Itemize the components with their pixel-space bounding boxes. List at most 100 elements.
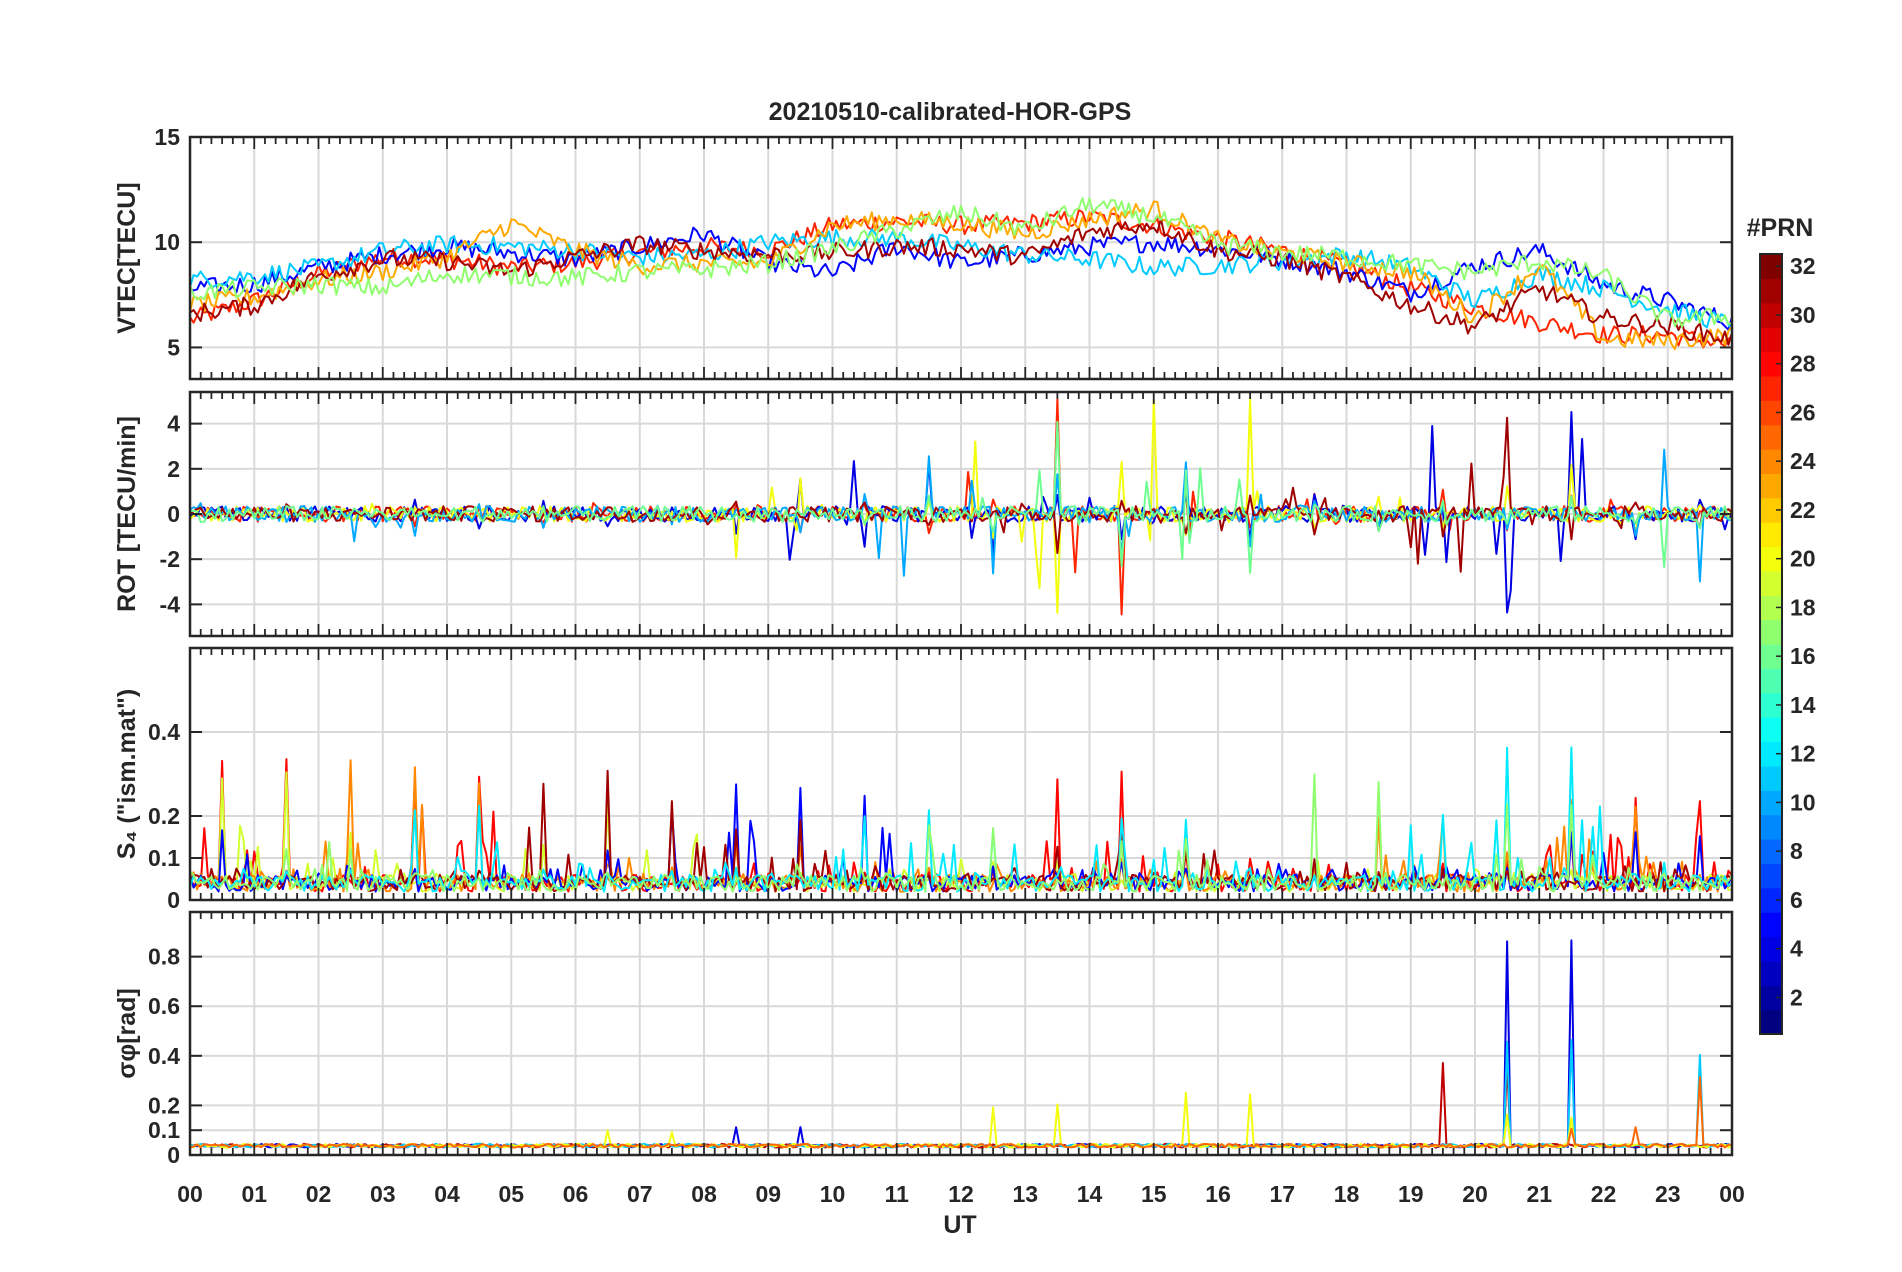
series-group <box>190 197 1732 351</box>
y-tick-label: 0.2 <box>148 803 180 829</box>
panel-S4: 0 0.1 0.2 0.4 S₄ ("ism.mat") <box>113 646 1734 913</box>
colorbar-tick-label: 6 <box>1790 887 1803 913</box>
colorbar-swatch <box>1760 302 1782 328</box>
x-tick-label: 19 <box>1398 1181 1424 1207</box>
colorbar-swatch <box>1760 863 1782 889</box>
y-tick-label: -2 <box>160 546 180 572</box>
colorbar-swatch <box>1760 595 1782 621</box>
series-line-prn-17 <box>190 773 1732 893</box>
colorbar-tick-label: 26 <box>1790 399 1816 425</box>
series-line-prn-16 <box>190 420 1732 574</box>
colorbar-swatch <box>1760 717 1782 743</box>
y-axis-label: S₄ ("ism.mat") <box>113 689 141 859</box>
colorbar-swatch <box>1760 741 1782 767</box>
colorbar-swatch <box>1760 278 1782 304</box>
colorbar-tick-label: 28 <box>1790 351 1816 377</box>
colorbar-swatch <box>1760 985 1782 1011</box>
colorbar-swatch <box>1760 424 1782 450</box>
series-group <box>190 398 1732 616</box>
x-tick-label: 01 <box>241 1181 267 1207</box>
colorbar-swatch <box>1760 644 1782 669</box>
y-tick-label: 0.1 <box>148 845 180 871</box>
x-tick-label: 20 <box>1462 1181 1488 1207</box>
x-tick-label: 04 <box>434 1181 460 1207</box>
y-tick-label: 0.8 <box>148 944 180 970</box>
colorbar-tick-label: 30 <box>1790 302 1816 328</box>
y-tick-label: 15 <box>154 124 180 150</box>
panel-ROT: -4 -2 0 2 4 ROT [TECU/min] <box>113 390 1734 638</box>
x-tick-label: 15 <box>1141 1181 1167 1207</box>
colorbar-swatch <box>1760 400 1782 426</box>
colorbar-swatch <box>1760 619 1782 645</box>
x-tick-label: 00 <box>1719 1181 1745 1207</box>
y-tick-label: 10 <box>154 229 180 255</box>
series-line-prn-11 <box>190 228 1732 331</box>
x-tick-label: 14 <box>1077 1181 1103 1207</box>
panel-sigma_phi: 00.10.2 0.4 0.6 0.8 σφ[rad] <box>113 910 1734 1168</box>
x-tick-label: 17 <box>1269 1181 1295 1207</box>
colorbar-swatch <box>1760 254 1782 279</box>
colorbar-swatch <box>1760 570 1782 596</box>
y-tick-label: 5 <box>167 334 180 360</box>
chart-title: 20210510-calibrated-HOR-GPS <box>769 98 1132 126</box>
x-tick-label: 23 <box>1655 1181 1681 1207</box>
x-tick-label: 06 <box>563 1181 589 1207</box>
x-tick-label: 02 <box>306 1181 332 1207</box>
colorbar-tick-label: 14 <box>1790 692 1816 718</box>
colorbar-tick-label: 32 <box>1790 253 1816 279</box>
colorbar-swatch <box>1760 497 1782 523</box>
x-tick-label: 21 <box>1526 1181 1552 1207</box>
x-tick-label: 07 <box>627 1181 653 1207</box>
y-tick-label: 0 <box>167 887 180 913</box>
colorbar-tick-label: 18 <box>1790 594 1816 620</box>
x-tick-label: 13 <box>1012 1181 1038 1207</box>
x-tick-label: 09 <box>755 1181 781 1207</box>
x-tick-label: 16 <box>1205 1181 1231 1207</box>
y-tick-label: 4 <box>167 411 180 437</box>
colorbar-swatch <box>1760 765 1782 791</box>
colorbar-swatch <box>1760 351 1782 377</box>
x-tick-label: 11 <box>885 1181 910 1207</box>
y-tick-label: 0 <box>167 1142 180 1168</box>
colorbar-label: #PRN <box>1747 214 1814 242</box>
colorbar-swatch <box>1760 839 1782 864</box>
colorbar-swatch <box>1760 449 1782 474</box>
colorbar-swatch <box>1760 960 1782 986</box>
colorbar-swatch <box>1760 887 1782 913</box>
series-line-prn-23 <box>190 200 1732 351</box>
colorbar-tick-label: 22 <box>1790 497 1816 523</box>
x-tick-label: 18 <box>1334 1181 1360 1207</box>
y-tick-label: 0.4 <box>148 1043 180 1069</box>
y-tick-label: 2 <box>167 456 180 482</box>
x-tick-label: 00 <box>177 1181 203 1207</box>
colorbar-swatch <box>1760 790 1782 816</box>
y-tick-label: 0.2 <box>148 1092 180 1118</box>
y-axis-label: ROT [TECU/min] <box>113 416 141 612</box>
colorbar-frame <box>1759 253 1783 1035</box>
x-tick-label: 05 <box>498 1181 524 1207</box>
y-tick-label: 0.4 <box>148 719 180 745</box>
y-axis-label: VTEC[TECU] <box>113 182 141 333</box>
panel-VTEC: 5 10 15 VTEC[TECU] <box>113 124 1734 381</box>
colorbar-swatch <box>1760 1009 1782 1035</box>
x-axis-label: UT <box>943 1211 976 1239</box>
colorbar-tick-label: 4 <box>1790 936 1803 962</box>
y-tick-label: 0 <box>167 501 180 527</box>
colorbar-swatch <box>1760 546 1782 572</box>
y-axis-label: σφ[rad] <box>113 988 141 1079</box>
x-tick-label: 03 <box>370 1181 396 1207</box>
x-tick-label: 22 <box>1591 1181 1617 1207</box>
x-tick-label: 10 <box>820 1181 846 1207</box>
colorbar-tick-label: 10 <box>1790 789 1816 815</box>
colorbar-tick-label: 20 <box>1790 546 1816 572</box>
colorbar-tick-label: 24 <box>1790 448 1816 474</box>
colorbar-swatch <box>1760 522 1782 548</box>
y-tick-label: 0.6 <box>148 993 180 1019</box>
colorbar-swatch <box>1760 375 1782 401</box>
colorbar-tick-label: 16 <box>1790 643 1816 669</box>
colorbar-swatch <box>1760 692 1782 718</box>
colorbar-swatch <box>1760 936 1782 962</box>
